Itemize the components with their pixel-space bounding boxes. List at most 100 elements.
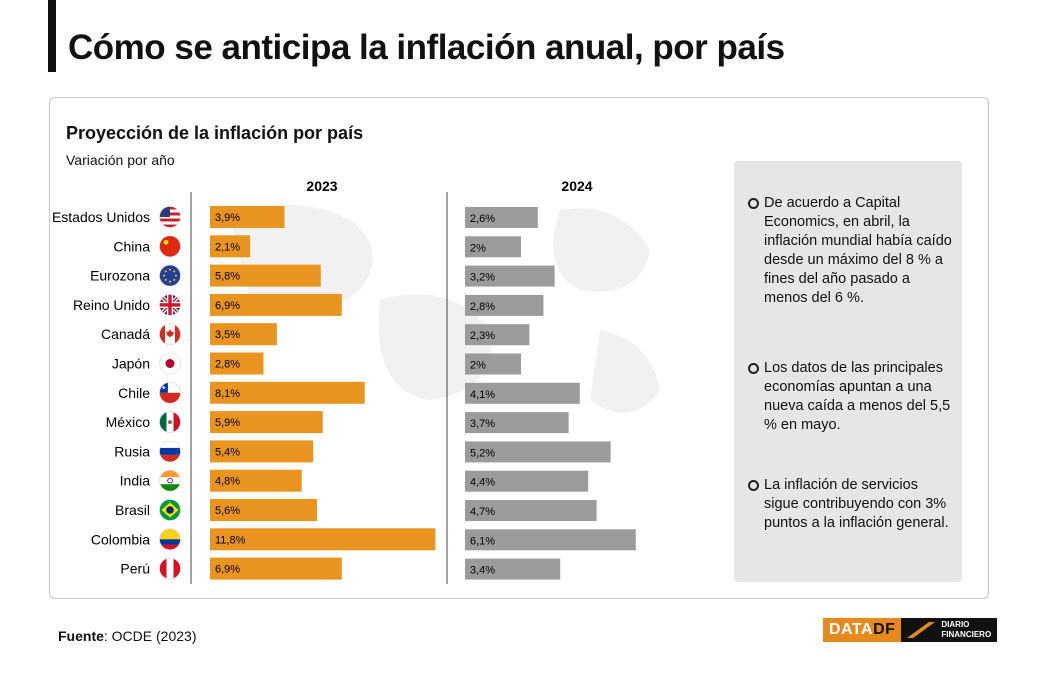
bar-2024 <box>465 412 569 434</box>
bar-2024 <box>465 265 555 287</box>
title-accent-bar <box>48 0 56 72</box>
data-label-2024: 2,3% <box>470 330 495 342</box>
source-text: : OCDE (2023) <box>103 628 197 644</box>
source-label: Fuente <box>58 628 104 644</box>
bar-2024 <box>465 236 521 258</box>
bar-2023 <box>210 293 342 316</box>
country-label: India <box>120 473 151 489</box>
bullet-icon <box>748 480 759 491</box>
data-label-2023: 6,9% <box>215 300 240 312</box>
world-map-background <box>230 205 660 413</box>
flag-india-icon <box>159 469 181 492</box>
series-header-2024: 2024 <box>561 178 592 194</box>
chart-card <box>49 97 989 599</box>
data-label-2023: 5,9% <box>215 417 240 429</box>
flag-canada-icon <box>159 323 181 346</box>
series-header-2023: 2023 <box>306 178 337 194</box>
notes-panel: De acuerdo a Capital Economics, en abril… <box>734 161 962 582</box>
logo-data-part: DATADF <box>823 618 902 642</box>
bar-2024 <box>465 441 611 463</box>
bar-2024 <box>465 353 521 375</box>
data-label-2023: 3,9% <box>215 212 240 224</box>
flag-colombia-icon <box>159 528 181 551</box>
country-label: Brasil <box>115 502 150 518</box>
bar-2024 <box>465 294 544 316</box>
data-label-2024: 2% <box>470 360 486 372</box>
data-label-2024: 3,2% <box>470 272 495 284</box>
data-label-2024: 4,7% <box>470 506 495 518</box>
logo-slash-icon <box>907 622 936 638</box>
country-label: Rusia <box>114 443 150 459</box>
note-item: De acuerdo a Capital Economics, en abril… <box>748 194 956 308</box>
country-label: Chile <box>118 385 150 401</box>
note-item: La inflación de servicios sigue contribu… <box>748 476 956 533</box>
country-label: Canadá <box>101 326 150 342</box>
bullet-icon <box>748 363 759 374</box>
data-label-2023: 4,8% <box>215 476 240 488</box>
bar-2023 <box>210 469 302 492</box>
source-note: Fuente: OCDE (2023) <box>58 628 196 644</box>
bar-2024 <box>465 558 561 580</box>
bar-2023 <box>210 499 317 521</box>
bar-2023 <box>210 440 314 463</box>
bar-2023 <box>210 235 251 258</box>
bullet-icon <box>748 198 759 209</box>
data-label-2023: 5,4% <box>215 446 240 458</box>
data-label-2023: 5,6% <box>215 505 240 517</box>
flag-china-icon <box>159 235 181 258</box>
bar-2024 <box>465 500 597 521</box>
data-label-2024: 2% <box>470 242 486 254</box>
data-label-2024: 6,1% <box>470 535 495 547</box>
country-label: Japón <box>112 356 150 372</box>
flag-peru-icon <box>159 557 181 580</box>
data-label-2023: 2,8% <box>215 359 240 371</box>
data-label-2024: 2,6% <box>470 213 495 225</box>
bar-2023 <box>210 528 436 551</box>
data-label-2023: 6,9% <box>215 564 240 576</box>
bar-2024 <box>465 470 589 492</box>
country-label: Perú <box>120 561 150 577</box>
flag-uk-icon <box>159 294 181 316</box>
data-label-2023: 11,8% <box>215 534 246 546</box>
bar-2023 <box>210 352 264 375</box>
bar-2023 <box>210 381 365 404</box>
flag-chile-icon <box>159 381 181 404</box>
flag-usa-icon <box>159 206 181 228</box>
data-label-2023: 8,1% <box>215 388 240 400</box>
data-label-2024: 2,8% <box>470 301 495 313</box>
country-label: Colombia <box>91 531 150 547</box>
country-label: Estados Unidos <box>52 209 150 225</box>
chart-subtitle: Variación por año <box>66 152 175 168</box>
bar-2023 <box>210 411 323 434</box>
country-label: Reino Unido <box>73 297 150 313</box>
bar-2023 <box>210 264 321 287</box>
data-label-2024: 3,4% <box>470 565 495 577</box>
page-title: Cómo se anticipa la inflación anual, por… <box>68 28 785 67</box>
bar-2023 <box>210 206 285 228</box>
flag-eu-icon <box>159 264 181 287</box>
flag-brazil-icon <box>159 499 181 521</box>
bar-2024 <box>465 207 538 228</box>
bar-2024 <box>465 324 530 346</box>
data-label-2024: 4,4% <box>470 477 495 489</box>
flag-russia-icon <box>159 440 181 463</box>
data-label-2023: 2,1% <box>215 241 240 253</box>
country-label: México <box>106 414 151 430</box>
flag-mexico-icon <box>159 411 181 433</box>
data-label-2023: 3,5% <box>215 329 240 341</box>
flag-japan-icon <box>159 352 181 375</box>
logo-diario-financiero: DIARIO FINANCIERO <box>901 618 998 642</box>
bar-2024 <box>465 529 636 551</box>
bar-2023 <box>210 323 277 346</box>
country-label: China <box>113 238 150 254</box>
data-label-2024: 3,7% <box>470 418 495 430</box>
note-item: Los datos de las principales economías a… <box>748 359 956 435</box>
bar-2023 <box>210 557 342 580</box>
data-label-2023: 5,8% <box>215 271 240 283</box>
data-label-2024: 4,1% <box>470 389 495 401</box>
data-label-2024: 5,2% <box>470 447 495 459</box>
bar-2024 <box>465 382 580 404</box>
chart-title: Proyección de la inflación por país <box>66 123 364 143</box>
country-label: Eurozona <box>90 268 150 284</box>
